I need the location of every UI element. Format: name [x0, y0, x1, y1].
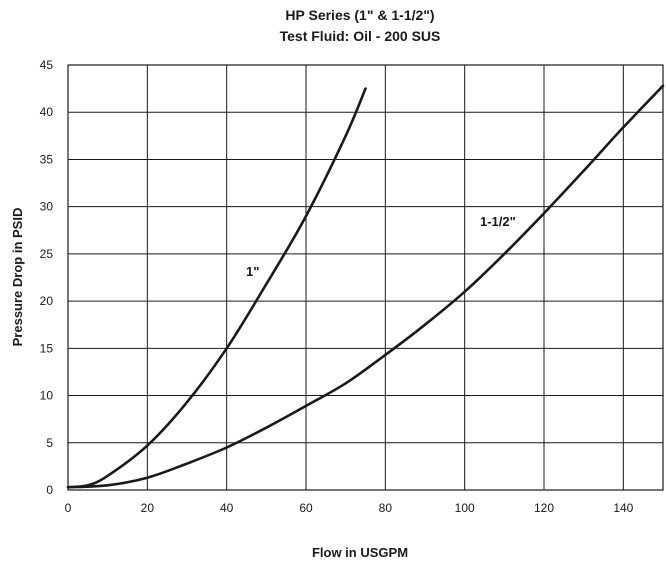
y-tick-label: 25: [40, 247, 54, 261]
y-tick-label: 30: [40, 200, 54, 214]
chart-subtitle: Test Fluid: Oil - 200 SUS: [280, 28, 441, 44]
series-line-0: [66, 87, 367, 489]
x-tick-label: 140: [613, 501, 633, 515]
x-tick-label: 0: [65, 501, 72, 515]
y-tick-label: 15: [40, 341, 54, 355]
x-tick-label: 20: [141, 501, 155, 515]
y-axis-label: Pressure Drop in PSID: [10, 208, 25, 347]
series-layer: 1" 1-1/2": [66, 84, 665, 489]
tick-labels: 0 20 40 60 80 100 120 140 0 5 10 15 20 25 30 35 40 45: [40, 58, 634, 515]
x-tick-label: 120: [534, 501, 554, 515]
series-label-1: 1-1/2": [480, 214, 516, 229]
series-line-1: [66, 84, 665, 489]
x-tick-label: 60: [299, 501, 313, 515]
y-tick-label: 10: [40, 389, 54, 403]
y-tick-label: 5: [46, 436, 53, 450]
y-tick-label: 45: [40, 58, 54, 72]
y-tick-label: 20: [40, 294, 54, 308]
y-tick-label: 40: [40, 105, 54, 119]
x-axis-label: Flow in USGPM: [312, 545, 408, 560]
chart-title: HP Series (1" & 1-1/2"): [285, 7, 434, 23]
plot-frame: [67, 64, 664, 491]
y-tick-label: 35: [40, 152, 54, 166]
x-tick-label: 100: [455, 501, 475, 515]
series-label-0: 1": [246, 264, 259, 279]
x-tick-label: 80: [379, 501, 393, 515]
grid: [68, 65, 663, 490]
y-tick-label: 0: [46, 483, 53, 497]
x-tick-label: 40: [220, 501, 234, 515]
